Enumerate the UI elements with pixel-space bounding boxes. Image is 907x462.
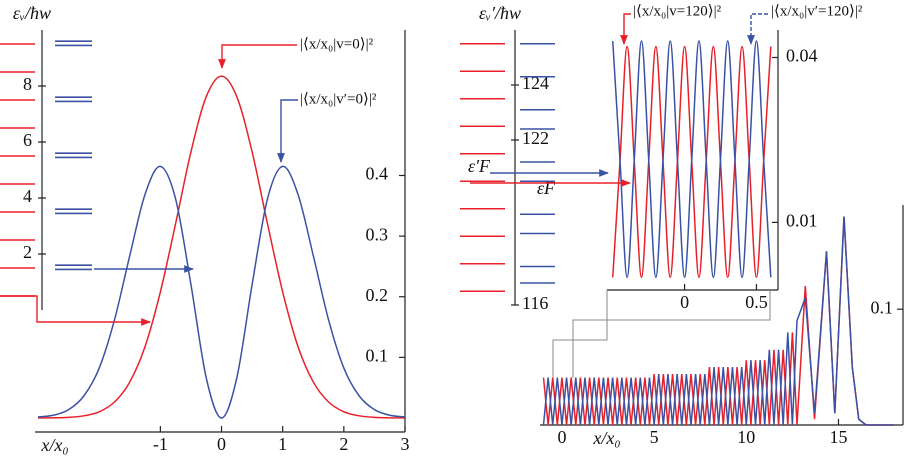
curve [37,165,406,419]
y-tick-label: 8 [23,74,32,94]
x-tick-label: 0 [217,434,226,454]
x-tick-label: 2 [339,434,348,454]
axis-label: x/x₀ [40,435,68,455]
curve [542,216,894,426]
arrow [620,13,631,45]
y-tick-label: 0.1 [871,297,894,317]
zoom-line [572,290,771,378]
y-tick-label: 4 [23,186,32,206]
y-tick-label: 0.01 [786,211,818,231]
x-tick-label: 5 [650,427,659,447]
y-tick-label: 116 [522,293,548,313]
y-tick-label: 124 [522,73,549,93]
x-tick-label: 3 [401,434,410,454]
y-tick-label: 0.3 [366,224,389,244]
y-tick-label: 0.2 [366,285,389,305]
annotation: εF [537,178,556,198]
axis-label: x/x₀ [592,428,620,448]
annotation: |⟨x/x₀|v′=120⟩|² [771,3,863,19]
annotation: |⟨x/x₀|v=120⟩|² [633,3,722,19]
arrow [0,295,151,326]
annotation: |⟨x/x₀|v=0⟩|² [300,36,374,52]
y-tick-label: 0.4 [366,164,389,184]
arrows [0,13,771,378]
arrow [218,44,297,69]
x-tick-label: 10 [737,427,755,447]
curve [38,75,406,419]
x-tick-label: -1 [153,434,168,454]
y-tick-label: 2 [23,242,32,262]
annotation: |⟨x/x₀|v′=0⟩|² [300,91,377,107]
axis-label: εᵥ/ħw [13,3,51,23]
y-tick-label: 0.1 [366,346,389,366]
y-tick-label: 122 [522,128,549,148]
arrow [277,99,298,163]
x-tick-label: 1 [278,434,287,454]
curve [611,40,772,279]
y-tick-label: 6 [23,130,32,150]
x-tick-label: 0 [680,292,689,312]
x-tick-label: 0.5 [745,292,768,312]
annotation: ε′F [468,156,491,176]
x-tick-label: 0 [557,427,566,447]
x-tick-label: 15 [829,427,847,447]
arrow [747,13,768,45]
axis-label: εᵥ′/ħw [479,3,521,23]
zoom-line [552,290,608,378]
y-tick-label: 0.04 [786,46,818,66]
